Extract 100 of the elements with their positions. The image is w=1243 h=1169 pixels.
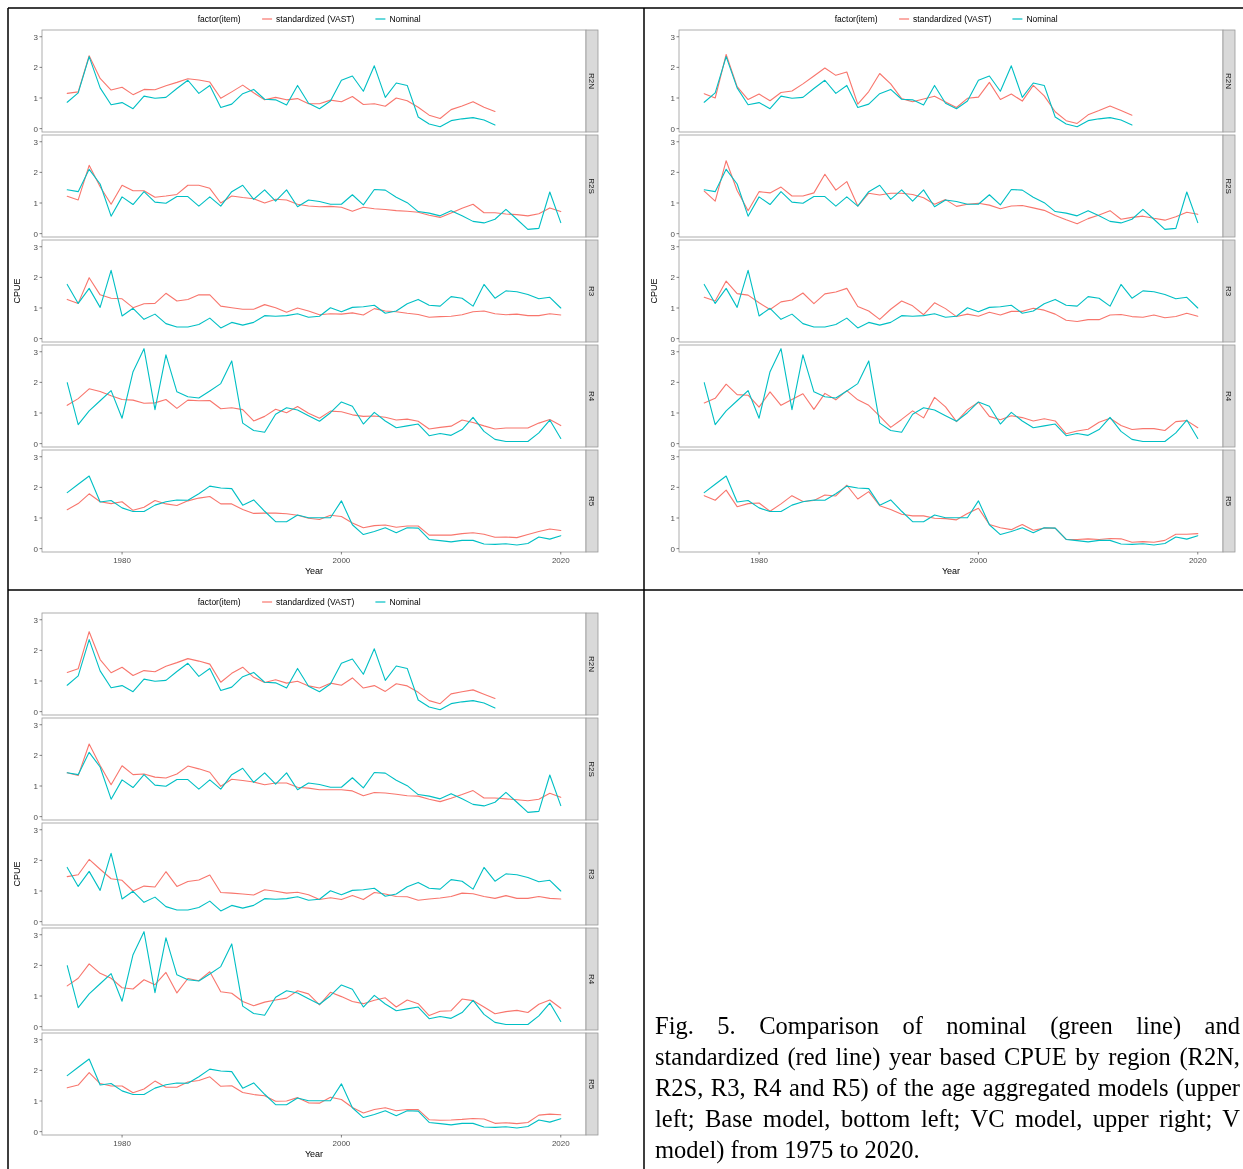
line-series <box>703 269 1199 329</box>
y-axis-title: CPUE <box>12 861 22 887</box>
line-series <box>66 277 562 318</box>
y-tick-label: 2 <box>33 961 39 971</box>
y-tick-label: 2 <box>670 273 676 283</box>
y-tick-label: 3 <box>33 615 39 625</box>
x-tick-label: 1980 <box>750 556 769 565</box>
y-tick-label: 1 <box>33 677 39 686</box>
y-tick-label: 3 <box>670 452 676 462</box>
text: R5 <box>587 1078 596 1090</box>
text: R4 <box>1224 390 1233 402</box>
line-series <box>703 168 1199 230</box>
line-series <box>66 475 562 546</box>
y-tick-label: 3 <box>670 137 676 147</box>
legend-label: standardized (VAST) <box>276 14 355 24</box>
x-tick-label: 2020 <box>551 556 571 565</box>
line-series <box>66 493 562 539</box>
text: R2S <box>587 178 596 194</box>
y-axis-title: CPUE <box>649 278 659 304</box>
y-tick-label: 1 <box>670 199 676 208</box>
x-tick-label: 2000 <box>969 556 988 565</box>
y-tick-label: 3 <box>33 137 39 147</box>
y-tick-label: 2 <box>670 483 676 493</box>
y-tick-label: 0 <box>33 439 39 449</box>
y-tick-label: 1 <box>33 199 39 208</box>
y-tick-label: 3 <box>670 242 676 252</box>
line-series <box>66 348 562 443</box>
y-tick-label: 2 <box>33 273 39 283</box>
y-tick-label: 0 <box>33 707 39 717</box>
y-tick-label: 0 <box>33 544 39 554</box>
x-axis-title: Year <box>304 1149 324 1159</box>
text: R2N <box>1224 72 1233 90</box>
y-tick-label: 2 <box>33 1066 39 1076</box>
y-tick-label: 3 <box>33 720 39 730</box>
line-series <box>703 348 1199 443</box>
y-tick-label: 1 <box>33 409 39 418</box>
text: R4 <box>587 390 596 402</box>
y-tick-label: 2 <box>33 63 39 73</box>
line-series <box>66 168 562 230</box>
y-tick-label: 1 <box>33 782 39 791</box>
line-series <box>703 280 1199 323</box>
y-tick-label: 2 <box>670 63 676 73</box>
line-series <box>66 388 562 430</box>
x-tick-label: 1980 <box>113 556 132 565</box>
y-tick-label: 3 <box>33 1035 39 1045</box>
x-tick-label: 2020 <box>551 1139 571 1148</box>
y-tick-label: 1 <box>33 514 39 523</box>
y-tick-label: 3 <box>33 825 39 835</box>
legend-label: standardized (VAST) <box>276 597 355 607</box>
text: R3 <box>587 868 596 880</box>
line-series <box>703 484 1199 543</box>
y-tick-label: 0 <box>670 229 676 239</box>
y-tick-label: 3 <box>33 32 39 42</box>
line-series <box>66 639 496 711</box>
y-tick-label: 0 <box>670 544 676 554</box>
legend-label: Nominal <box>1026 14 1058 24</box>
x-tick-label: 2020 <box>1188 556 1208 565</box>
y-tick-label: 2 <box>33 168 39 178</box>
x-tick-label: 2000 <box>332 1139 351 1148</box>
y-tick-label: 0 <box>33 1022 39 1032</box>
y-tick-label: 3 <box>670 347 676 357</box>
line-series <box>66 164 562 218</box>
line-series <box>66 751 562 813</box>
y-tick-label: 0 <box>670 124 676 134</box>
y-tick-label: 0 <box>33 917 39 927</box>
y-tick-label: 2 <box>670 168 676 178</box>
text: R4 <box>587 973 596 985</box>
y-tick-label: 0 <box>33 124 39 134</box>
y-tick-label: 0 <box>33 812 39 822</box>
text: R2N <box>587 655 596 673</box>
y-tick-label: 0 <box>33 334 39 344</box>
y-tick-label: 1 <box>670 304 676 313</box>
y-tick-label: 1 <box>670 514 676 523</box>
y-tick-label: 0 <box>33 229 39 239</box>
y-tick-label: 1 <box>33 304 39 313</box>
y-tick-label: 1 <box>33 1097 39 1106</box>
y-tick-label: 2 <box>33 856 39 866</box>
y-tick-label: 3 <box>670 32 676 42</box>
y-tick-label: 3 <box>33 347 39 357</box>
text: R5 <box>587 495 596 507</box>
caption: Fig. 5. Comparison of nominal (green line) and standardized (red line) year based CPUE by region (R2N, R2S, R3, R4 and R5) of the age aggregated models (upper left; Base model, bottom left; VC model, upper right; V model) from 1975 to 2020. <box>655 1011 1240 1165</box>
x-axis-title: Year <box>941 566 961 576</box>
line-series <box>66 931 562 1026</box>
line-series <box>66 852 562 912</box>
y-tick-label: 1 <box>670 409 676 418</box>
y-tick-label: 2 <box>33 646 39 656</box>
legend-label: Nominal <box>389 14 421 24</box>
y-tick-label: 3 <box>33 242 39 252</box>
line-series <box>66 858 562 901</box>
y-tick-label: 0 <box>670 334 676 344</box>
line-series <box>66 1071 562 1125</box>
y-tick-label: 1 <box>33 887 39 896</box>
line-series <box>66 963 562 1017</box>
x-tick-label: 1980 <box>113 1139 132 1148</box>
line-series <box>66 269 562 329</box>
line-series <box>703 475 1199 546</box>
y-tick-label: 0 <box>33 1127 39 1137</box>
line-series <box>703 383 1199 435</box>
y-tick-label: 2 <box>33 483 39 493</box>
legend-label: standardized (VAST) <box>913 14 992 24</box>
